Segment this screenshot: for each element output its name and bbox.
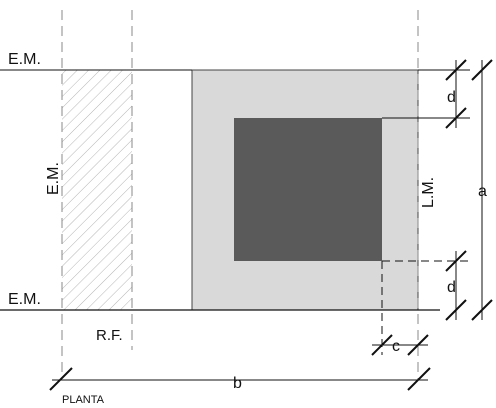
- dim-c-tick1: [371, 334, 393, 356]
- label-dim-a: a: [478, 183, 487, 200]
- label-dim-b: b: [233, 375, 242, 392]
- dim-a-tick2: [471, 299, 493, 321]
- inner-building: [234, 118, 382, 261]
- label-dim-d-bottom: d: [447, 279, 456, 296]
- dim-c-tick2: [407, 334, 429, 356]
- dim-d-top-tick1: [445, 59, 467, 81]
- label-dim-d-top: d: [447, 89, 456, 106]
- label-rf: R.F.: [96, 327, 123, 344]
- dim-d-bottom-tick2: [445, 299, 467, 321]
- dim-d-bottom-tick1: [445, 250, 467, 272]
- label-planta: PLANTA: [62, 394, 105, 406]
- label-dim-c: c: [392, 338, 400, 355]
- label-lm: L.M.: [420, 177, 437, 208]
- dim-b-tick1: [49, 367, 73, 391]
- label-em-left: E.M.: [45, 162, 62, 195]
- dim-b-tick2: [407, 367, 431, 391]
- dim-a-tick1: [471, 59, 493, 81]
- hatched-strip: [62, 70, 132, 310]
- dim-d-top-tick2: [445, 107, 467, 129]
- label-em-bottom: E.M.: [8, 291, 41, 308]
- label-em-top: E.M.: [8, 51, 41, 68]
